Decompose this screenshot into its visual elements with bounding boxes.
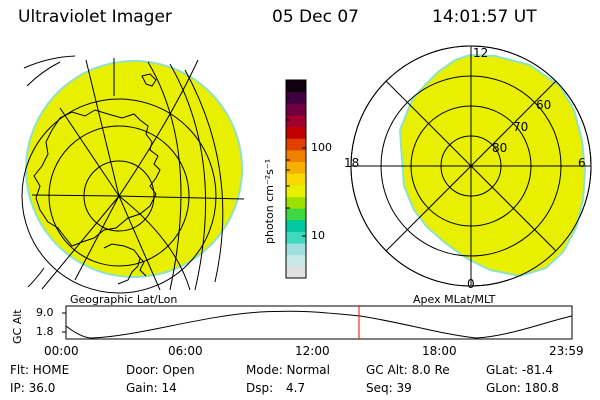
colorbar-segment <box>286 266 306 279</box>
meridian-curve <box>184 69 224 283</box>
geographic-caption: Geographic Lat/Lon <box>70 293 178 306</box>
colorbar-tick-label-100: 100 <box>311 141 332 154</box>
mlat-label-60: 60 <box>536 98 552 112</box>
colorbar-segment <box>286 149 306 163</box>
colorbar-segment <box>286 80 306 93</box>
meridian-curve <box>169 63 207 291</box>
colorbar-segment <box>286 184 306 197</box>
colorbar-segment <box>286 243 306 256</box>
latitude-arc-outer-2 <box>26 61 61 87</box>
colorbar-tick-label-10: 10 <box>311 229 325 242</box>
altitude-plot-frame <box>65 305 573 340</box>
altitude-xtick-1200: 12:00 <box>295 344 330 358</box>
latitude-ring-outer <box>21 98 217 294</box>
meridian-line <box>59 107 120 197</box>
colorbar-segment <box>286 196 306 209</box>
meridian-line <box>31 194 120 197</box>
colorbar <box>285 79 307 279</box>
altitude-xtick-1800: 18:00 <box>422 344 457 358</box>
colorbar-ticks <box>286 97 306 237</box>
latitude-arc-outer <box>23 55 76 69</box>
geographic-map-panel <box>21 55 245 294</box>
meridian-curve <box>118 195 191 291</box>
mlt-diagonal <box>385 80 557 252</box>
altitude-plot <box>62 305 573 340</box>
colorbar-segment <box>286 91 306 104</box>
altitude-ytick-low: 1.8 <box>36 325 54 338</box>
geographic-emission-fill <box>27 62 241 276</box>
mlat-label-70: 70 <box>513 120 529 134</box>
status-mode: Mode: Normal <box>246 363 330 377</box>
time-label: 14:01:57 UT <box>432 7 537 27</box>
status-dsp-value: 4.7 <box>286 381 306 395</box>
altitude-ytick-high: 9.0 <box>36 306 54 319</box>
colorbar-segment <box>286 126 306 139</box>
colorbar-unit-label: photon cm⁻²s⁻¹ <box>263 158 276 244</box>
colorbar-segment <box>286 138 306 151</box>
meridian-line <box>74 195 120 281</box>
meridian-line <box>85 59 120 197</box>
colorbar-segment <box>286 219 306 232</box>
altitude-xtick-2359: 23:59 <box>549 344 584 358</box>
status-seq: Seq: 39 <box>366 381 412 395</box>
colorbar-segment <box>286 173 306 186</box>
colorbar-segment <box>286 208 306 221</box>
apex-polar-panel <box>350 45 592 287</box>
meridian-line <box>118 195 245 200</box>
apex-caption: Apex MLat/MLT <box>413 293 496 306</box>
colorbar-segment <box>286 114 306 128</box>
meridian-curve <box>118 59 199 197</box>
altitude-ylabel: GC Alt <box>11 309 24 344</box>
instrument-title: Ultraviolet Imager <box>18 7 172 27</box>
mlt-label-6: 6 <box>578 156 586 170</box>
colorbar-segment <box>286 161 306 174</box>
mlt-label-18: 18 <box>344 156 360 170</box>
colorbar-segment <box>286 231 306 244</box>
mlt-label-12: 12 <box>473 46 489 60</box>
altitude-xtick-0600: 06:00 <box>168 344 203 358</box>
colorbar-segment <box>286 103 306 116</box>
altitude-xtick-0000: 00:00 <box>44 344 79 358</box>
mlt-label-0: 0 <box>467 277 475 291</box>
meridian-line <box>118 195 161 291</box>
altitude-curve <box>65 310 573 339</box>
status-flight: Flt: HOME <box>10 363 70 377</box>
colorbar-frame <box>285 79 307 279</box>
status-glon: GLon: 180.8 <box>486 381 559 395</box>
status-door: Door: Open <box>126 363 195 377</box>
coastline-antarctica <box>33 109 161 247</box>
latitude-arc-outer-3 <box>27 267 45 288</box>
mlat-label-80: 80 <box>492 141 508 155</box>
status-gain: Gain: 14 <box>126 381 177 395</box>
status-ip: IP: 36.0 <box>10 381 56 395</box>
status-glat: GLat: -81.4 <box>486 363 553 377</box>
latitude-ring-mid <box>48 125 190 267</box>
date-label: 05 Dec 07 <box>272 7 359 27</box>
status-gc-alt: GC Alt: 8.0 Re <box>366 363 450 377</box>
coastline-islands <box>137 73 157 277</box>
colorbar-segment <box>286 254 306 267</box>
status-dsp-label: Dsp: <box>246 381 274 395</box>
meridian-curve <box>147 61 182 291</box>
